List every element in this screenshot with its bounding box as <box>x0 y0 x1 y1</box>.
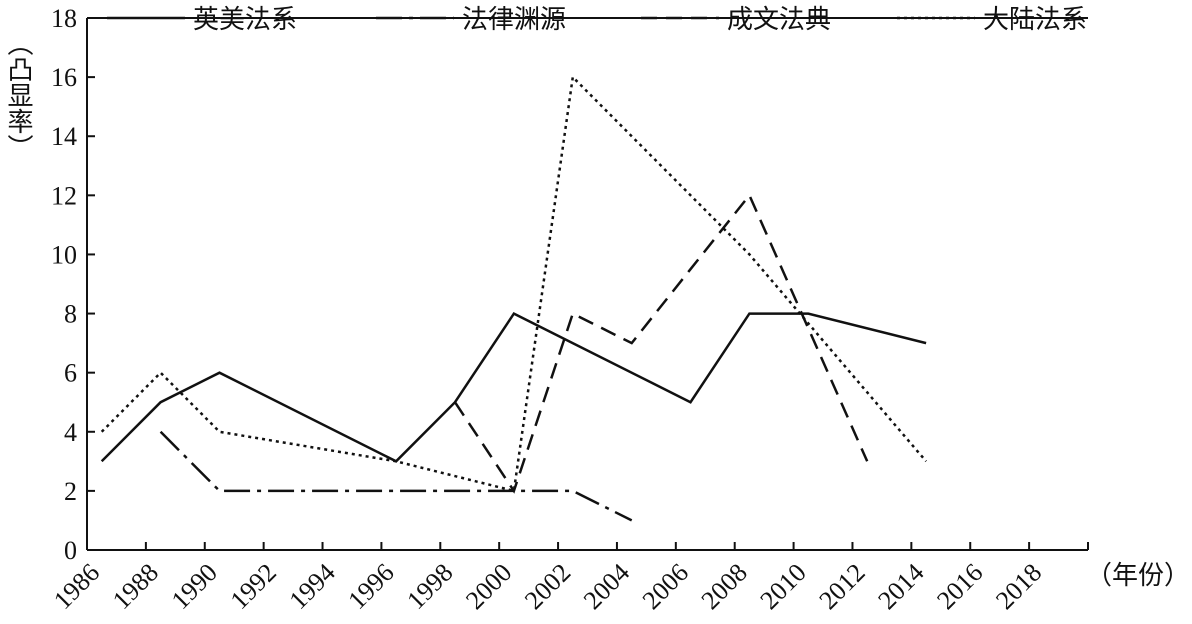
x-tick-label: 2008 <box>696 558 753 615</box>
x-tick-label: 1996 <box>342 558 399 615</box>
x-tick-label: 2000 <box>460 558 517 615</box>
x-tick-label: 2006 <box>637 558 694 615</box>
y-tick-label: 12 <box>51 181 77 210</box>
legend-label: 成文法典 <box>727 5 831 35</box>
y-ticks: 0 2 4 6 8 10 12 14 16 18 <box>51 4 95 565</box>
x-tick-label: 1994 <box>283 558 340 615</box>
x-tick-label: 1998 <box>401 558 458 615</box>
legend-label: 大陆法系 <box>983 5 1087 35</box>
legend: 英美法系 法律渊源 成文法典 大陆法系 <box>107 5 1087 35</box>
x-tick-label: 2012 <box>813 558 870 615</box>
y-tick-label: 8 <box>64 300 77 329</box>
series-line-1 <box>100 311 927 463</box>
y-tick-label: 2 <box>64 477 77 506</box>
legend-label: 法律渊源 <box>462 5 566 35</box>
y-tick-label: 0 <box>64 536 77 565</box>
y-tick-label: 14 <box>51 122 77 151</box>
axes <box>86 17 1088 551</box>
x-tick-label: 1990 <box>166 558 223 615</box>
x-tick-label: 2018 <box>990 558 1047 615</box>
y-tick-label: 6 <box>64 359 77 388</box>
y-tick-label: 4 <box>64 418 77 447</box>
x-axis-label: （年份） <box>1086 561 1190 591</box>
series-line-3 <box>453 192 869 494</box>
x-tick-label: 1988 <box>107 558 164 615</box>
y-tick-label: 18 <box>51 4 77 33</box>
series-line-2 <box>159 430 633 522</box>
x-tick-label: 2014 <box>872 558 929 615</box>
x-tick-label: 2004 <box>578 558 635 615</box>
legend-label: 英美法系 <box>193 5 297 35</box>
x-ticks: 1986 1988 1990 1992 1994 1996 1998 2000 2002 2004… <box>48 542 1089 615</box>
series-layer <box>100 74 928 522</box>
x-tick-label: 2016 <box>931 558 988 615</box>
y-tick-label: 10 <box>51 240 77 269</box>
x-tick-label: 1986 <box>48 558 105 615</box>
x-tick-label: 2002 <box>519 558 576 615</box>
y-tick-label: 16 <box>51 63 77 92</box>
x-tick-label: 2010 <box>755 558 812 615</box>
y-axis-label: （凸显率） <box>3 30 33 160</box>
x-tick-label: 1992 <box>225 558 282 615</box>
series-line-4 <box>100 74 928 493</box>
